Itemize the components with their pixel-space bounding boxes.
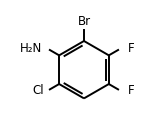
- Text: H₂N: H₂N: [20, 43, 43, 55]
- Text: Cl: Cl: [32, 84, 44, 97]
- Text: F: F: [128, 43, 134, 55]
- Text: Br: Br: [77, 15, 91, 28]
- Text: F: F: [128, 84, 134, 97]
